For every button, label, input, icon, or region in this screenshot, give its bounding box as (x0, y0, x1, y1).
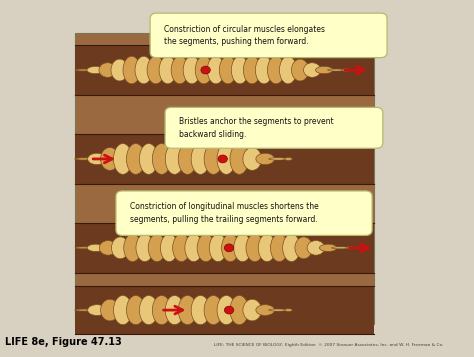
FancyBboxPatch shape (75, 134, 374, 184)
Ellipse shape (230, 296, 249, 325)
Ellipse shape (87, 244, 105, 251)
Ellipse shape (113, 296, 132, 325)
Ellipse shape (246, 234, 264, 262)
Ellipse shape (159, 56, 176, 84)
Ellipse shape (267, 56, 285, 84)
Ellipse shape (75, 69, 92, 71)
Ellipse shape (111, 59, 128, 81)
Ellipse shape (87, 66, 104, 74)
Ellipse shape (183, 56, 201, 84)
Ellipse shape (195, 56, 212, 84)
Ellipse shape (292, 59, 309, 81)
Ellipse shape (204, 144, 223, 174)
Ellipse shape (219, 56, 237, 84)
FancyBboxPatch shape (75, 286, 374, 334)
Ellipse shape (191, 296, 210, 325)
Ellipse shape (75, 158, 93, 160)
Ellipse shape (269, 309, 287, 311)
Ellipse shape (204, 296, 223, 325)
Circle shape (224, 244, 234, 252)
Ellipse shape (255, 56, 273, 84)
Ellipse shape (178, 296, 197, 325)
Ellipse shape (243, 299, 262, 321)
Text: Bristles anchor the segments to prevent
backward sliding.: Bristles anchor the segments to prevent … (179, 117, 334, 139)
Ellipse shape (99, 63, 116, 77)
Ellipse shape (124, 234, 141, 262)
Ellipse shape (139, 296, 158, 325)
Ellipse shape (210, 234, 227, 262)
Ellipse shape (284, 157, 292, 160)
FancyBboxPatch shape (75, 45, 374, 95)
Circle shape (218, 155, 228, 163)
Ellipse shape (127, 144, 145, 174)
Ellipse shape (243, 56, 261, 84)
Ellipse shape (75, 247, 92, 249)
Ellipse shape (178, 144, 197, 174)
Ellipse shape (185, 234, 202, 262)
Ellipse shape (152, 144, 171, 174)
Ellipse shape (100, 299, 119, 321)
Ellipse shape (99, 241, 117, 255)
Ellipse shape (303, 63, 321, 77)
Ellipse shape (197, 234, 215, 262)
FancyBboxPatch shape (165, 107, 383, 148)
Text: LIFE: THE SCIENCE OF BIOLOGY, Eighth Edition  © 2007 Sinauer Associates, Inc. an: LIFE: THE SCIENCE OF BIOLOGY, Eighth Edi… (214, 343, 444, 347)
Ellipse shape (269, 158, 287, 160)
Ellipse shape (171, 56, 189, 84)
Ellipse shape (113, 144, 132, 174)
Ellipse shape (346, 247, 354, 249)
Ellipse shape (243, 147, 262, 170)
Ellipse shape (221, 234, 239, 262)
Ellipse shape (279, 56, 297, 84)
Text: LIFE 8e, Figure 47.13: LIFE 8e, Figure 47.13 (5, 337, 122, 347)
Ellipse shape (271, 234, 288, 262)
Ellipse shape (283, 234, 301, 262)
Ellipse shape (342, 69, 349, 71)
Ellipse shape (328, 69, 345, 71)
Circle shape (201, 66, 210, 74)
Ellipse shape (256, 305, 274, 316)
Ellipse shape (230, 144, 249, 174)
Ellipse shape (148, 234, 166, 262)
Text: Constriction of circular muscles elongates
the segments, pushing them forward.: Constriction of circular muscles elongat… (164, 25, 325, 46)
FancyBboxPatch shape (150, 13, 387, 57)
Ellipse shape (307, 241, 325, 255)
Ellipse shape (88, 305, 106, 316)
Ellipse shape (332, 247, 349, 249)
Ellipse shape (135, 56, 152, 84)
Ellipse shape (173, 234, 190, 262)
Ellipse shape (319, 244, 337, 251)
Ellipse shape (316, 66, 333, 74)
Ellipse shape (295, 237, 312, 259)
Ellipse shape (88, 153, 106, 165)
Ellipse shape (100, 147, 119, 170)
Text: Constriction of longitudinal muscles shortens the
segments, pulling the trailing: Constriction of longitudinal muscles sho… (130, 202, 319, 224)
Ellipse shape (123, 56, 140, 84)
Ellipse shape (127, 296, 145, 325)
Ellipse shape (231, 56, 249, 84)
FancyBboxPatch shape (75, 33, 374, 324)
Ellipse shape (165, 296, 184, 325)
Ellipse shape (258, 234, 276, 262)
Ellipse shape (284, 309, 292, 311)
Circle shape (224, 306, 234, 314)
Ellipse shape (147, 56, 164, 84)
Ellipse shape (165, 144, 184, 174)
Ellipse shape (256, 153, 274, 165)
FancyBboxPatch shape (116, 191, 372, 235)
Ellipse shape (217, 144, 236, 174)
Ellipse shape (207, 56, 225, 84)
Ellipse shape (75, 309, 93, 311)
Ellipse shape (160, 234, 178, 262)
FancyBboxPatch shape (75, 222, 374, 273)
Ellipse shape (136, 234, 154, 262)
Ellipse shape (217, 296, 236, 325)
Ellipse shape (111, 237, 129, 259)
Ellipse shape (234, 234, 251, 262)
Ellipse shape (191, 144, 210, 174)
Ellipse shape (152, 296, 171, 325)
Ellipse shape (139, 144, 158, 174)
